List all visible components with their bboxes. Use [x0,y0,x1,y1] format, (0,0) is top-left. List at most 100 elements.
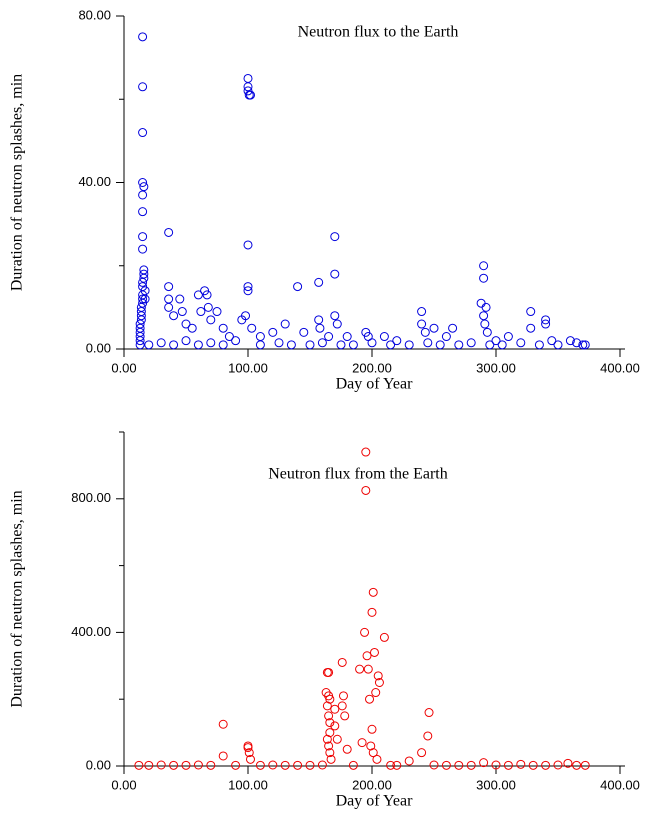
point [196,307,206,317]
point [138,190,148,200]
point [355,664,365,674]
point [156,338,166,348]
point [169,760,179,770]
point [534,340,544,350]
point [337,657,347,667]
point [241,311,251,321]
point [268,327,278,337]
point [169,311,179,321]
point [420,327,430,337]
point [325,694,335,704]
point [268,760,278,770]
point [212,307,222,317]
point [479,758,489,768]
point [367,724,377,734]
point [244,748,254,758]
point [330,232,340,242]
point [392,760,402,770]
point [218,340,228,350]
point [503,760,513,770]
point [293,282,303,292]
point [429,760,439,770]
point [417,319,427,329]
point [466,338,476,348]
point [193,340,203,350]
point [305,760,315,770]
point [243,286,253,296]
point [138,277,148,287]
point [423,731,433,741]
point [144,760,154,770]
point [565,336,575,346]
point [181,336,191,346]
point [324,741,334,751]
point [516,759,526,769]
point [245,754,255,764]
point [330,311,340,321]
point [373,671,383,681]
point [563,758,573,768]
point [424,708,434,718]
point [193,760,203,770]
y-tick-label: 40.00 [78,174,111,189]
x-tick-label: 400.00 [600,360,640,375]
y-axis-label: Duration of neutron splashes, min [9,74,26,291]
point [336,340,346,350]
point [580,340,590,350]
x-tick-label: 200.00 [352,777,392,792]
point [314,315,324,325]
point [342,332,352,342]
point [177,307,187,317]
point [324,711,334,721]
point [541,319,551,329]
point [441,760,451,770]
point [138,178,148,187]
point [526,307,536,317]
point [404,340,414,350]
point [578,340,588,350]
x-tick-label: 100.00 [228,777,268,792]
point [138,244,148,254]
point [135,336,145,346]
point [476,298,486,308]
x-tick-label: 0.00 [111,777,136,792]
point [379,632,389,642]
point [337,701,347,711]
point [315,323,325,333]
point [386,760,396,770]
point [218,719,228,729]
x-tick-label: 400.00 [600,777,640,792]
point [134,760,144,770]
point [348,340,358,350]
point [293,760,303,770]
point [367,607,377,617]
point [481,302,491,312]
point [218,751,228,761]
point [138,207,148,217]
point [361,447,371,457]
point [441,332,451,342]
point [435,340,445,350]
point [138,128,148,138]
x-tick-label: 0.00 [111,360,136,375]
point [330,704,340,714]
point [361,485,371,495]
point [362,651,372,661]
point [326,754,336,764]
point [369,647,379,657]
point [338,691,348,701]
point [231,760,241,770]
y-axis-label: Duration of neutron splashes, min [9,490,26,707]
point [325,728,335,738]
point [314,277,324,287]
point [322,734,332,744]
point [348,760,358,770]
point [357,738,367,748]
point [541,315,551,325]
point [360,627,370,637]
point [247,323,257,333]
point [325,718,335,728]
point [392,336,402,346]
y-tick-label: 400.00 [71,624,111,639]
